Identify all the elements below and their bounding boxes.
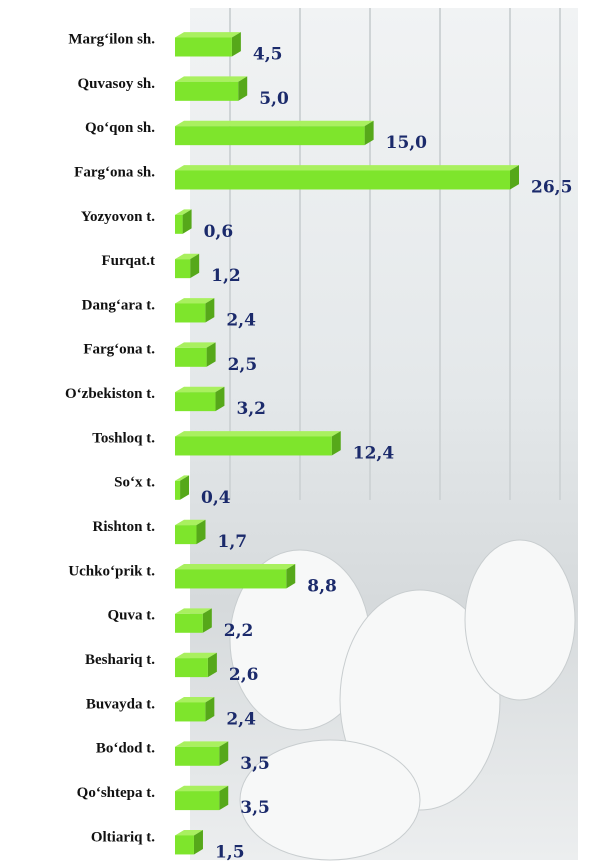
bar (175, 525, 196, 544)
value-label: 15,0 (386, 133, 428, 153)
value-label: 26,5 (531, 177, 572, 197)
value-label: 2,2 (224, 621, 254, 641)
chart: Marg‘ilon sh. 4,5 Quvasoy sh. 5,0 Qo‘qon sh.… (0, 0, 593, 866)
bar (175, 658, 208, 677)
category-label: Buvayda t. (86, 696, 155, 712)
category-label: Uchko‘prik t. (68, 563, 155, 579)
bar-top (175, 564, 295, 569)
category-label: Qo‘qon sh. (85, 120, 155, 136)
category-label: Rishton t. (92, 519, 155, 535)
bar-top (175, 121, 374, 126)
category-label: Bo‘dod t. (96, 741, 155, 757)
bar (175, 38, 232, 57)
bar (175, 569, 286, 588)
value-label: 3,5 (240, 754, 270, 774)
bar-top (175, 741, 228, 746)
value-label: 1,7 (217, 532, 247, 552)
bar (175, 835, 194, 854)
bar-top (175, 786, 228, 791)
bar (175, 303, 205, 322)
bar (175, 348, 207, 367)
category-label: Oltiariq t. (91, 829, 155, 845)
bar (175, 215, 183, 234)
value-label: 3,5 (240, 798, 270, 818)
bar-top (175, 76, 247, 81)
value-label: 2,6 (229, 665, 259, 685)
category-label: Farg‘ona t. (83, 342, 155, 358)
category-label: O‘zbekiston t. (65, 386, 155, 402)
bar (175, 259, 190, 278)
category-label: Marg‘ilon sh. (68, 31, 155, 47)
category-label: Quvasoy sh. (77, 76, 155, 92)
bar (175, 82, 238, 101)
value-label: 5,0 (259, 89, 289, 109)
category-label: So‘x t. (114, 475, 155, 491)
category-label: Farg‘ona sh. (74, 164, 155, 180)
bar (175, 126, 365, 145)
category-label: Dang‘ara t. (82, 297, 156, 313)
value-label: 12,4 (353, 443, 395, 463)
category-label: Quva t. (107, 608, 155, 624)
bar (175, 392, 215, 411)
value-label: 2,4 (226, 310, 256, 330)
value-label: 3,2 (236, 399, 266, 419)
value-label: 2,5 (228, 355, 258, 375)
value-label: 1,5 (215, 842, 245, 862)
value-label: 0,6 (204, 222, 234, 242)
category-label: Beshariq t. (85, 652, 155, 668)
value-label: 4,5 (253, 45, 283, 65)
bar (175, 702, 205, 721)
bar (175, 747, 219, 766)
bar-top (175, 165, 519, 170)
bar (175, 481, 180, 500)
category-label: Qo‘shtepa t. (77, 785, 156, 801)
bar (175, 436, 332, 455)
bar-top (175, 431, 341, 436)
value-label: 2,4 (226, 709, 256, 729)
category-label: Toshloq t. (92, 430, 155, 446)
value-label: 1,2 (211, 266, 241, 286)
category-label: Furqat.t (102, 253, 155, 269)
value-label: 0,4 (201, 488, 231, 508)
bar (175, 791, 219, 810)
bar (175, 170, 510, 189)
category-label: Yozyovon t. (81, 209, 155, 225)
bar-top (175, 32, 241, 37)
value-label: 8,8 (307, 576, 337, 596)
bar (175, 614, 203, 633)
